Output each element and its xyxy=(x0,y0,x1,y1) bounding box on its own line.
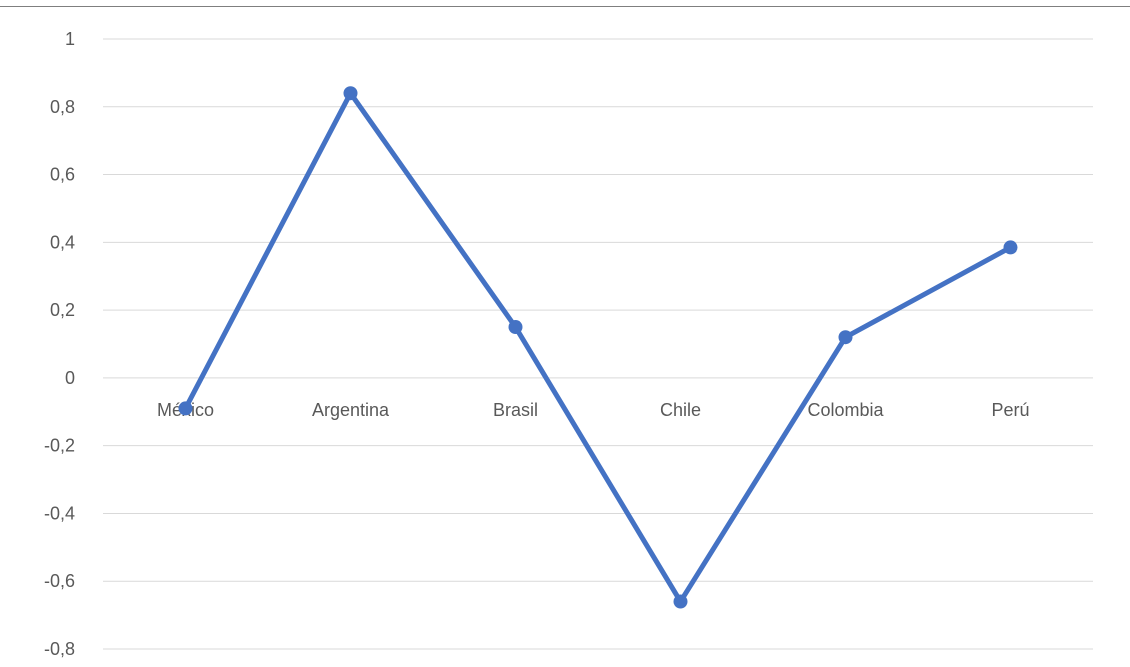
y-axis-tick-labels: 1 0,8 0,6 0,4 0,2 0 -0,2 -0,4 -0,6 -0,8 xyxy=(44,29,75,659)
y-tick-label: -0,2 xyxy=(44,436,75,456)
x-axis-category-labels: MéxicoArgentinaBrasilChileColombiaPerú xyxy=(157,400,1030,420)
series-line xyxy=(183,90,1013,605)
top-border xyxy=(0,6,1130,7)
data-point xyxy=(1003,240,1018,255)
y-tick-label: 0,8 xyxy=(50,97,75,117)
y-tick-label: 0 xyxy=(65,368,75,388)
x-category-label: Perú xyxy=(991,400,1029,420)
y-tick-label: 0,6 xyxy=(50,165,75,185)
series-layer xyxy=(178,86,1018,609)
gridlines xyxy=(103,38,1093,650)
data-point xyxy=(178,401,193,416)
y-tick-label: -0,8 xyxy=(44,639,75,659)
y-tick-label: -0,4 xyxy=(44,503,75,523)
x-category-label: Chile xyxy=(660,400,701,420)
x-category-label: Argentina xyxy=(312,400,390,420)
y-tick-label: 1 xyxy=(65,29,75,49)
data-point xyxy=(343,86,358,101)
data-point xyxy=(673,594,688,609)
x-category-label: Colombia xyxy=(807,400,884,420)
y-tick-label: 0,2 xyxy=(50,300,75,320)
data-point xyxy=(838,330,853,345)
y-tick-label: 0,4 xyxy=(50,232,75,252)
y-tick-label: -0,6 xyxy=(44,571,75,591)
x-category-label: Brasil xyxy=(493,400,538,420)
data-point xyxy=(508,320,523,335)
